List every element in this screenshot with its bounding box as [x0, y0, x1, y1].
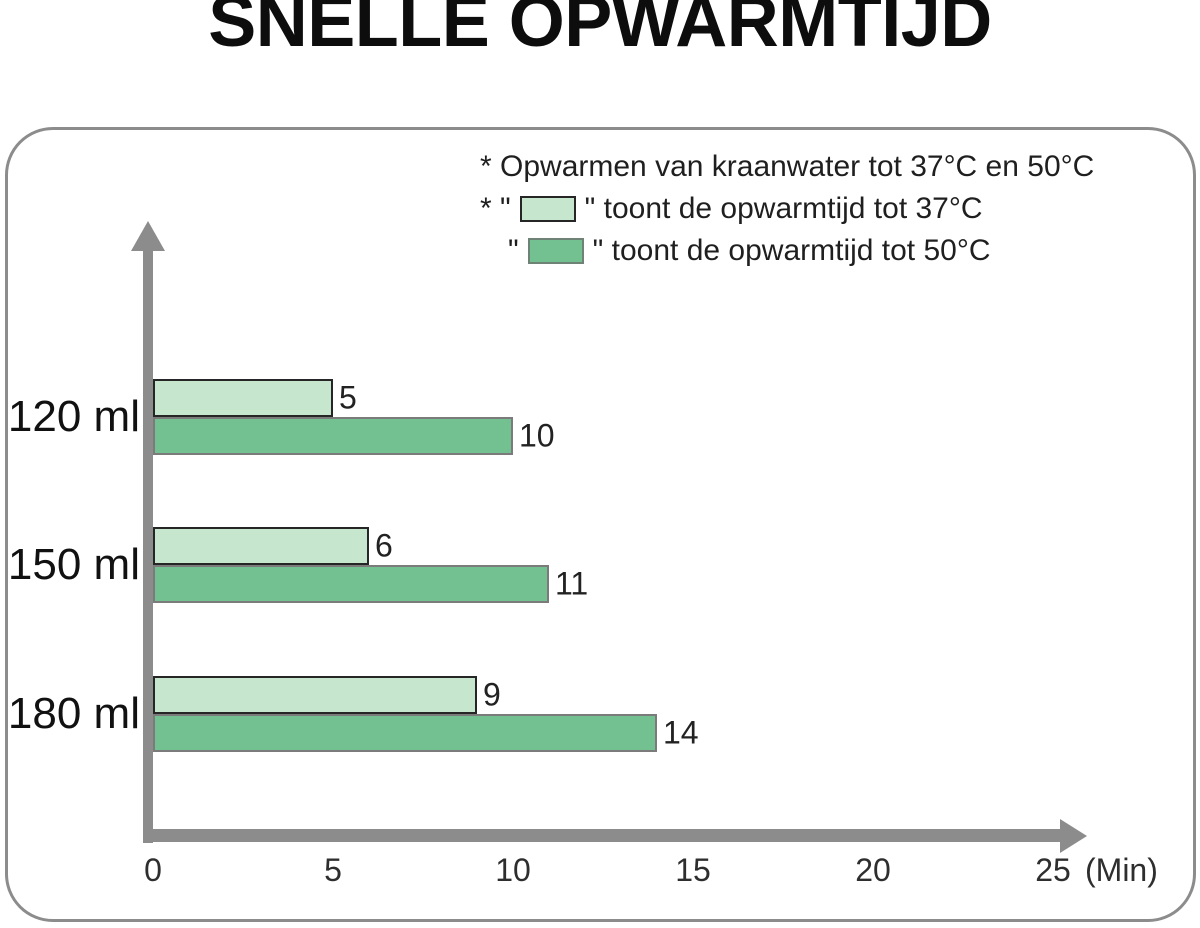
- legend-note-text: * Opwarmen van kraanwater tot 37°C en 50…: [480, 150, 1095, 183]
- category-label-150ml: 150 ml: [7, 540, 140, 589]
- bar-120ml-37c: 5: [153, 379, 357, 417]
- chart-title: SNELLE OPWARMTIJD: [208, 0, 992, 62]
- x-tick-label-15: 15: [675, 852, 711, 888]
- category-label-180ml: 180 ml: [7, 689, 140, 738]
- legend-item-50c-prefix: ": [508, 234, 519, 267]
- bar-180ml-37c: 9: [153, 676, 501, 714]
- x-tick-label-5: 5: [324, 852, 342, 888]
- y-axis-arrowhead-icon: [131, 221, 165, 251]
- bar-value-120ml-50c: 10: [519, 417, 555, 454]
- x-tick-label-0: 0: [144, 852, 162, 888]
- bar-value-120ml-37c: 5: [339, 379, 357, 416]
- legend-item-37c-prefix: * ": [480, 192, 511, 225]
- bar-180ml-50c: 14: [153, 714, 699, 752]
- x-axis: [143, 829, 1062, 842]
- y-axis: [143, 248, 153, 843]
- bar-value-150ml-50c: 11: [555, 565, 589, 602]
- category-label-120ml: 120 ml: [7, 392, 140, 441]
- legend-swatch-50c: [527, 238, 584, 264]
- bar-150ml-50c: 11: [153, 565, 588, 603]
- chart-frame: [5, 127, 1196, 922]
- legend-item-50c: " " toont de opwarmtijd tot 50°C: [480, 230, 1094, 272]
- bar-value-180ml-50c: 14: [663, 714, 699, 751]
- bar-value-150ml-37c: 6: [375, 527, 393, 564]
- legend-swatch-37c: [519, 196, 576, 222]
- bar-150ml-37c: 6: [153, 527, 393, 565]
- legend-note: * Opwarmen van kraanwater tot 37°C en 50…: [480, 146, 1094, 188]
- x-axis-arrowhead-icon: [1060, 819, 1087, 853]
- legend-item-50c-suffix: " toont de opwarmtijd tot 50°C: [592, 234, 991, 267]
- legend-item-37c-suffix: " toont de opwarmtijd tot 37°C: [584, 192, 983, 225]
- x-axis-unit-label: (Min): [1085, 852, 1158, 888]
- x-tick-label-10: 10: [495, 852, 531, 888]
- legend-item-37c: * " " toont de opwarmtijd tot 37°C: [480, 188, 1094, 230]
- bar-120ml-50c: 10: [153, 417, 555, 455]
- x-tick-label-25: 25: [1035, 852, 1071, 888]
- legend: * Opwarmen van kraanwater tot 37°C en 50…: [480, 146, 1094, 272]
- x-tick-label-20: 20: [855, 852, 891, 888]
- bar-value-180ml-37c: 9: [483, 676, 501, 713]
